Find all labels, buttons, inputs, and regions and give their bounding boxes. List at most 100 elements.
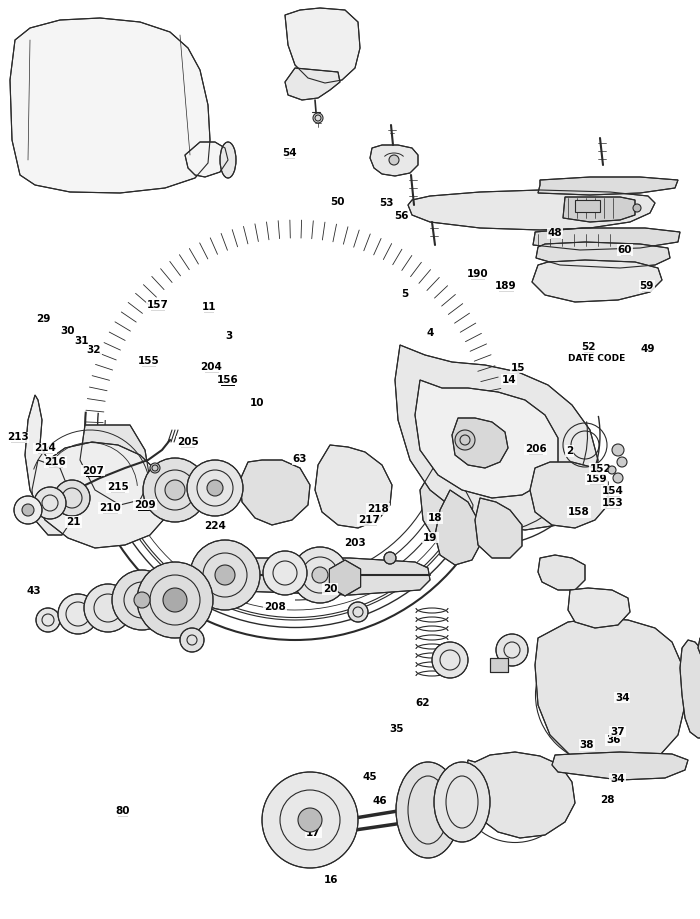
Text: 205: 205 — [176, 437, 199, 447]
Text: 19: 19 — [424, 533, 438, 542]
Text: 218: 218 — [367, 505, 389, 514]
Text: 189: 189 — [496, 281, 517, 290]
Text: 154: 154 — [601, 486, 624, 495]
Polygon shape — [32, 460, 72, 535]
Circle shape — [163, 588, 187, 612]
Circle shape — [348, 602, 368, 622]
Text: 204: 204 — [200, 362, 223, 371]
Text: 215: 215 — [106, 482, 129, 492]
Circle shape — [22, 504, 34, 516]
Text: 207: 207 — [82, 466, 104, 475]
Text: 5: 5 — [401, 289, 408, 299]
Circle shape — [190, 540, 260, 610]
Text: 62: 62 — [416, 698, 430, 708]
Text: 3: 3 — [225, 332, 232, 341]
Circle shape — [432, 642, 468, 678]
Polygon shape — [315, 445, 392, 528]
Polygon shape — [370, 145, 418, 176]
Polygon shape — [192, 558, 430, 595]
Circle shape — [608, 466, 616, 474]
Circle shape — [455, 430, 475, 450]
Circle shape — [263, 551, 307, 595]
Text: 35: 35 — [390, 724, 404, 733]
Circle shape — [617, 457, 627, 467]
Text: 217: 217 — [358, 516, 380, 525]
Text: 36: 36 — [606, 735, 620, 744]
Text: 28: 28 — [601, 796, 615, 805]
Polygon shape — [563, 197, 635, 222]
Text: 49: 49 — [640, 345, 654, 354]
Circle shape — [54, 480, 90, 516]
Circle shape — [496, 634, 528, 666]
Bar — [490, 658, 508, 672]
Ellipse shape — [220, 142, 236, 178]
Text: 209: 209 — [134, 500, 155, 509]
Text: 224: 224 — [204, 521, 226, 530]
Text: 157: 157 — [146, 301, 169, 310]
Text: 31: 31 — [74, 336, 88, 346]
Text: 20: 20 — [323, 584, 337, 594]
Polygon shape — [452, 418, 508, 468]
Circle shape — [112, 570, 172, 630]
Text: 213: 213 — [6, 433, 29, 442]
Polygon shape — [395, 345, 598, 530]
Polygon shape — [435, 490, 480, 565]
Polygon shape — [538, 555, 585, 590]
Text: 214: 214 — [34, 444, 56, 453]
Polygon shape — [465, 752, 575, 838]
Polygon shape — [240, 460, 310, 525]
Text: 21: 21 — [66, 517, 80, 527]
Circle shape — [633, 204, 641, 212]
Polygon shape — [532, 260, 662, 302]
Circle shape — [389, 155, 399, 165]
Circle shape — [298, 808, 322, 832]
Polygon shape — [285, 8, 360, 83]
Text: 156: 156 — [216, 375, 239, 384]
Text: 158: 158 — [568, 507, 590, 516]
Circle shape — [384, 552, 396, 564]
Circle shape — [612, 444, 624, 456]
Text: 17: 17 — [307, 828, 321, 837]
Polygon shape — [538, 177, 678, 195]
Text: 16: 16 — [324, 876, 338, 885]
Text: 10: 10 — [250, 399, 264, 408]
Circle shape — [187, 460, 243, 516]
Text: 56: 56 — [394, 211, 408, 221]
Circle shape — [150, 463, 160, 473]
Polygon shape — [10, 18, 210, 193]
Circle shape — [34, 487, 66, 519]
Text: 210: 210 — [99, 504, 121, 513]
Polygon shape — [533, 228, 680, 250]
Text: 48: 48 — [548, 229, 562, 238]
Text: 60: 60 — [618, 245, 632, 255]
Text: 53: 53 — [379, 199, 393, 208]
Text: 203: 203 — [344, 539, 366, 548]
Bar — [575, 200, 600, 212]
Text: 216: 216 — [44, 458, 66, 467]
Polygon shape — [330, 560, 360, 596]
Text: 190: 190 — [467, 269, 488, 278]
Text: 59: 59 — [640, 281, 654, 290]
Polygon shape — [80, 425, 150, 505]
Text: 206: 206 — [524, 445, 547, 454]
Polygon shape — [420, 465, 473, 545]
Circle shape — [134, 592, 150, 608]
Text: 15: 15 — [511, 363, 525, 372]
Circle shape — [165, 480, 185, 500]
Polygon shape — [408, 190, 655, 230]
Text: 34: 34 — [615, 693, 629, 702]
Text: 11: 11 — [202, 302, 216, 312]
Text: 153: 153 — [601, 498, 624, 507]
Text: 45: 45 — [363, 772, 377, 781]
Text: 37: 37 — [610, 727, 624, 736]
Polygon shape — [535, 618, 685, 765]
Text: 46: 46 — [373, 797, 387, 806]
Text: 18: 18 — [428, 514, 442, 523]
Polygon shape — [552, 752, 688, 780]
Text: 159: 159 — [586, 474, 607, 483]
Polygon shape — [475, 498, 522, 558]
Circle shape — [313, 113, 323, 123]
Circle shape — [207, 480, 223, 496]
Text: DATE CODE: DATE CODE — [568, 354, 626, 363]
Polygon shape — [530, 462, 608, 528]
